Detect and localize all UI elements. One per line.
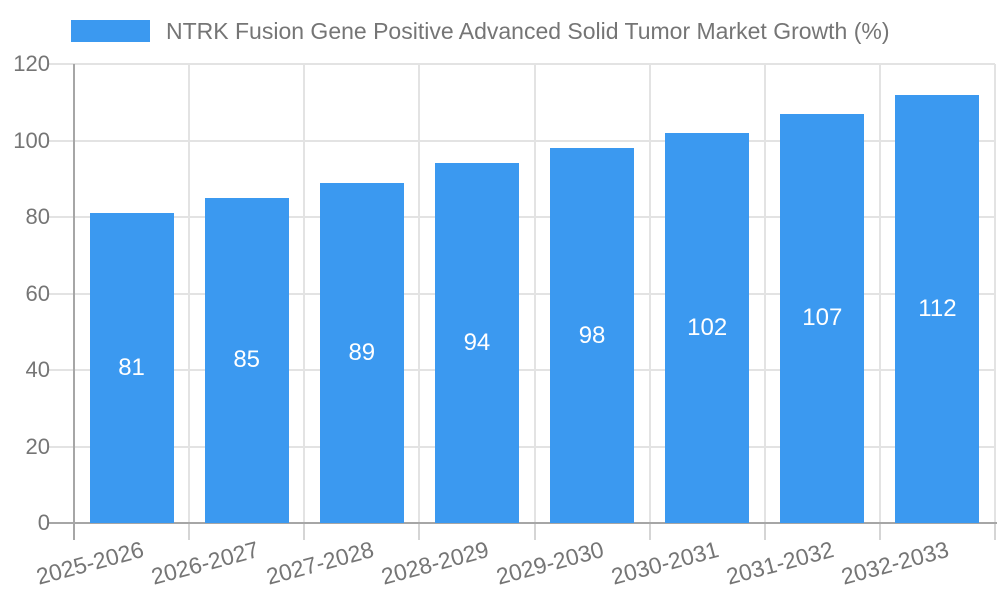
bar-2028-2029[interactable] — [434, 163, 519, 523]
bar-value-label: 85 — [233, 346, 261, 374]
y-tick-mark — [49, 216, 74, 218]
bar-value-label: 112 — [918, 294, 957, 322]
bar-2025-2026[interactable] — [89, 213, 174, 523]
y-axis-tick-label: 20 — [25, 433, 50, 459]
x-gridline — [994, 64, 996, 523]
x-axis-tick-label: 2027-2028 — [263, 536, 377, 590]
bar-value-label: 81 — [118, 354, 145, 382]
bar-2032-2033[interactable] — [895, 94, 980, 523]
y-axis-tick-label: 60 — [25, 280, 50, 306]
x-tick-mark — [648, 523, 651, 540]
x-axis-line — [49, 522, 997, 524]
x-axis-tick-label: 2025-2026 — [33, 536, 147, 590]
bar-value-label: 98 — [578, 321, 606, 349]
legend-swatch-icon — [71, 20, 150, 42]
y-axis-tick-label: 80 — [25, 204, 50, 229]
x-axis-tick-label: 2032-2033 — [838, 536, 952, 590]
bar-value-label: 107 — [802, 304, 843, 332]
x-axis-tick-label: 2029-2030 — [493, 536, 607, 590]
chart-title: NTRK Fusion Gene Positive Advanced Solid… — [166, 18, 890, 44]
y-axis-tick-label: 100 — [13, 127, 50, 153]
x-axis-tick-label: 2028-2029 — [378, 536, 492, 590]
x-gridline — [533, 64, 536, 523]
y-axis-tick-label: 120 — [13, 51, 50, 76]
y-axis-line — [73, 64, 75, 540]
x-axis-tick-label: 2031-2032 — [723, 536, 837, 590]
bar-value-label: 94 — [463, 329, 491, 357]
bar-2031-2032[interactable] — [780, 113, 865, 523]
y-tick-mark — [49, 139, 74, 142]
x-gridline — [648, 64, 651, 523]
bar-value-label: 89 — [348, 338, 376, 366]
x-tick-mark — [533, 523, 536, 540]
x-axis-tick-label: 2030-2031 — [608, 536, 722, 590]
bar-2026-2027[interactable] — [204, 197, 289, 523]
x-gridline — [188, 64, 191, 523]
bar-2027-2028[interactable] — [319, 182, 404, 523]
y-axis-tick-label: 0 — [37, 510, 50, 535]
y-tick-mark — [49, 445, 74, 448]
bar-2030-2031[interactable] — [665, 132, 750, 523]
x-tick-mark — [303, 523, 306, 540]
y-axis-tick-label: 40 — [25, 357, 50, 382]
x-tick-mark — [188, 523, 191, 540]
x-gridline — [303, 64, 306, 523]
x-gridline — [878, 64, 881, 523]
x-gridline — [418, 64, 421, 523]
y-tick-mark — [49, 292, 74, 295]
legend[interactable]: NTRK Fusion Gene Positive Advanced Solid… — [71, 14, 890, 48]
x-tick-mark — [878, 523, 881, 540]
bar-value-label: 102 — [687, 313, 728, 341]
x-tick-mark — [994, 523, 996, 540]
x-axis-tick-label: 2026-2027 — [148, 536, 262, 590]
y-tick-mark — [49, 63, 74, 65]
x-tick-mark — [763, 523, 766, 540]
x-gridline — [763, 64, 766, 523]
y-tick-mark — [49, 369, 74, 371]
x-tick-mark — [418, 523, 421, 540]
bar-2029-2030[interactable] — [550, 148, 635, 523]
